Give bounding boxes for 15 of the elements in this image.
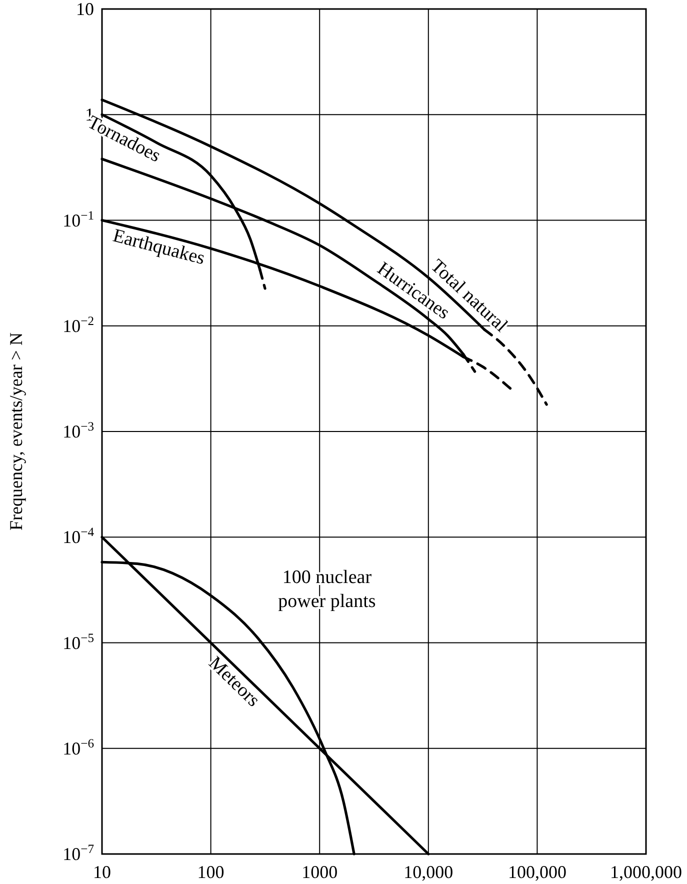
x-tick-label: 10 [93,862,111,882]
y-tick-label: 10$^{−1}$ [62,208,94,230]
y-tick-label: 10$^{−5}$ [62,630,94,653]
x-tick-label: 100 [197,862,224,882]
y-tick-label: 10 [76,0,94,19]
y-tick-label: 10$^{−3}$ [62,420,94,442]
x-tick-label: 100,000 [508,862,566,882]
y-axis-title: Frequency, events/year > N [6,332,26,530]
y-tick-label: 10$^{−2}$ [62,314,94,336]
y-tick-label: 10$^{−4}$ [62,525,95,548]
y-tick-label: 10$^{−7}$ [62,842,94,864]
x-tick-label: 10,000 [404,862,454,882]
x-tick-label: 1,000,000 [610,862,682,882]
x-tick-label: 1000 [302,862,338,882]
y-tick-label: 10$^{−6}$ [62,736,94,758]
